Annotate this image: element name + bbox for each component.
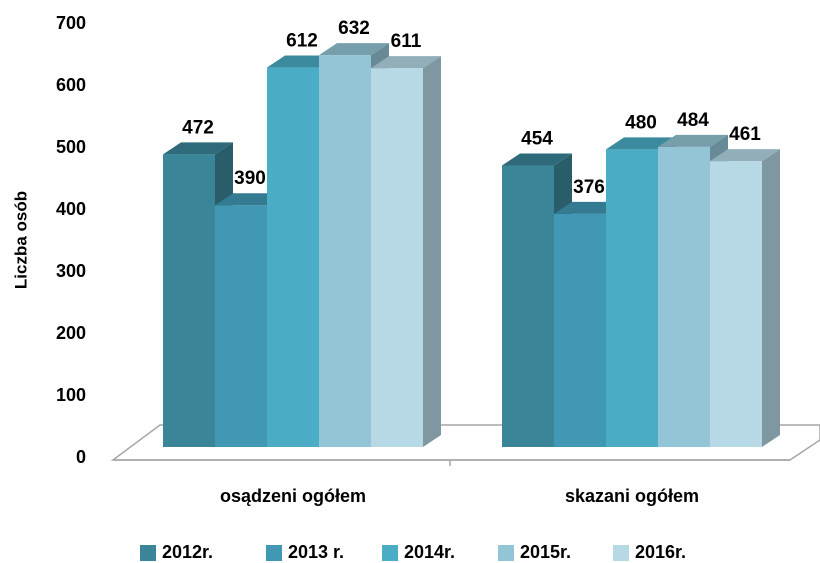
bar	[267, 67, 319, 447]
y-axis-title: Liczba osób	[11, 191, 30, 289]
x-tick-label: skazani ogółem	[565, 486, 699, 506]
value-label: 454	[521, 129, 553, 150]
bar	[371, 68, 423, 448]
bar	[215, 205, 267, 447]
value-label: 632	[338, 18, 370, 39]
y-tick-label: 300	[56, 261, 86, 281]
legend-label: 2013 r.	[288, 542, 344, 562]
y-tick-label: 500	[56, 137, 86, 157]
legend-swatch	[382, 545, 398, 561]
value-label: 376	[573, 177, 605, 198]
bar	[606, 149, 658, 447]
legend-swatch	[140, 545, 156, 561]
value-label: 480	[625, 112, 657, 133]
value-label: 484	[677, 110, 709, 131]
value-label: 612	[286, 31, 318, 52]
bar-top	[606, 137, 676, 150]
bar-top	[658, 134, 728, 147]
bar-top	[319, 43, 389, 56]
y-tick-label: 600	[56, 75, 86, 95]
value-label: 390	[234, 168, 266, 189]
legend-swatch	[498, 545, 514, 561]
bar-top	[502, 153, 572, 166]
bar-side	[423, 56, 441, 448]
bar	[658, 146, 710, 448]
legend-swatch	[613, 545, 629, 561]
bar	[319, 55, 371, 447]
bar-top	[710, 149, 780, 162]
y-tick-label: 700	[56, 13, 86, 33]
value-label: 472	[182, 117, 214, 138]
bar	[163, 154, 215, 448]
y-tick-label: 400	[56, 199, 86, 219]
legend-label: 2012r.	[162, 542, 213, 562]
legend-label: 2015r.	[520, 542, 571, 562]
bar-side	[762, 149, 780, 447]
bar-top	[371, 56, 441, 69]
y-tick-label: 100	[56, 385, 86, 405]
y-tick-label: 200	[56, 323, 86, 343]
bar	[502, 165, 554, 447]
y-tick-label: 0	[76, 447, 86, 467]
bar-top	[163, 142, 233, 155]
x-tick-label: osądzeni ogółem	[220, 486, 366, 506]
legend-label: 2016r.	[635, 542, 686, 562]
value-label: 461	[729, 124, 761, 145]
legend-swatch	[266, 545, 282, 561]
bar	[710, 161, 762, 447]
value-label: 611	[391, 31, 422, 52]
legend-label: 2014r.	[404, 542, 455, 562]
bar	[554, 213, 606, 447]
